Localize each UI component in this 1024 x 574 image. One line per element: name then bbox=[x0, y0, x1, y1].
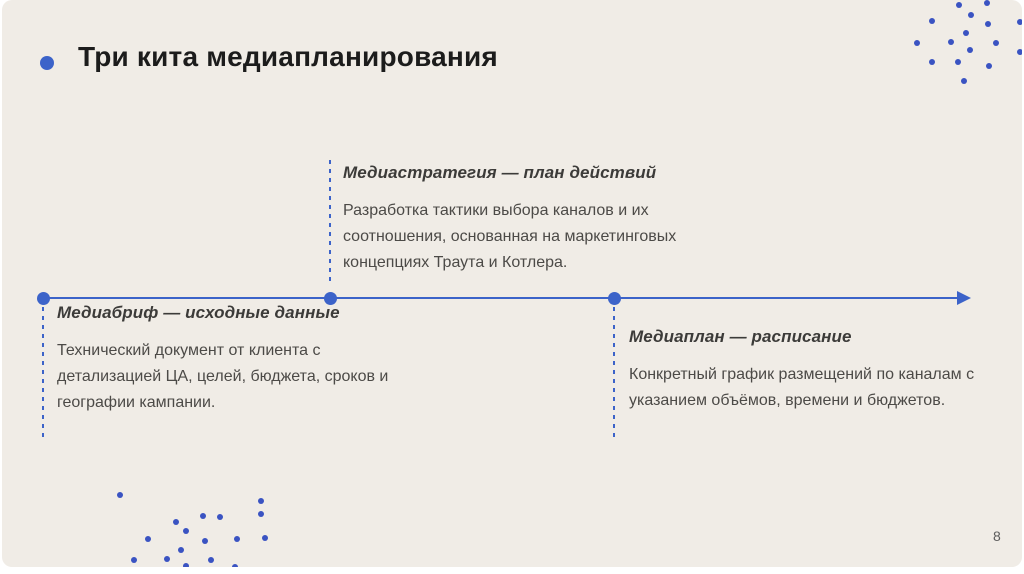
timeline-dot-mediaplan bbox=[608, 292, 621, 305]
connector-dashed-line-mediastrategy bbox=[329, 160, 331, 283]
decor-dot bbox=[967, 47, 973, 53]
decor-dot bbox=[961, 78, 967, 84]
connector-dashed-line-mediaplan bbox=[613, 307, 615, 437]
decor-dot bbox=[234, 536, 240, 542]
body-line: Конкретный график размещений по каналам … bbox=[629, 366, 975, 383]
slide-title: Три кита медиапланирования bbox=[78, 41, 498, 72]
block-body-mediastrategy: Разработка тактики выбора каналов и их с… bbox=[343, 198, 688, 276]
decor-dot bbox=[963, 30, 969, 36]
decor-dot bbox=[1017, 19, 1022, 25]
decor-dot bbox=[208, 557, 214, 563]
decor-dot bbox=[232, 564, 238, 567]
block-heading-mediastrategy: Медиастратегия — план действий bbox=[343, 163, 657, 182]
decor-dot bbox=[948, 39, 954, 45]
decor-dot bbox=[993, 40, 999, 46]
decor-dot bbox=[173, 519, 179, 525]
block-body-mediabrief: Технический документ от клиента с детали… bbox=[57, 338, 397, 416]
timeline-arrowhead-icon bbox=[957, 291, 971, 305]
decor-dot bbox=[183, 528, 189, 534]
body-line: концепциях Траута и Котлера. bbox=[343, 254, 568, 271]
title-bullet-dot-icon bbox=[40, 56, 54, 70]
decor-dot bbox=[262, 535, 268, 541]
decor-dot bbox=[131, 557, 137, 563]
decor-dot bbox=[258, 511, 264, 517]
block-body-mediaplan: Конкретный график размещений по каналам … bbox=[629, 362, 981, 414]
timeline-dot-mediastrategy bbox=[324, 292, 337, 305]
timeline-block-mediabrief: Медиабриф — исходные данные Технический … bbox=[57, 303, 397, 416]
timeline-block-mediaplan: Медиаплан — расписание Конкретный график… bbox=[629, 327, 981, 414]
decor-dot bbox=[986, 63, 992, 69]
decor-dot bbox=[929, 59, 935, 65]
connector-dashed-line-mediabrief bbox=[42, 307, 44, 437]
decor-dot bbox=[984, 0, 990, 6]
decor-dot bbox=[914, 40, 920, 46]
decor-dot bbox=[200, 513, 206, 519]
body-line: Разработка тактики выбора каналов и их bbox=[343, 202, 649, 219]
timeline-dot-mediabrief bbox=[37, 292, 50, 305]
decor-dot bbox=[258, 498, 264, 504]
decor-dot bbox=[164, 556, 170, 562]
decor-dot bbox=[183, 563, 189, 567]
decor-dot bbox=[968, 12, 974, 18]
body-line: соотношения, основанная на маркетинговых bbox=[343, 228, 677, 245]
decor-dot bbox=[117, 492, 123, 498]
decor-dot bbox=[202, 538, 208, 544]
block-heading-mediabrief: Медиабриф — исходные данные bbox=[57, 303, 340, 322]
decor-dot bbox=[955, 59, 961, 65]
body-line: детализацией ЦА, целей, бюджета, сроков … bbox=[57, 368, 389, 385]
body-line: Технический документ от клиента с bbox=[57, 342, 321, 359]
decor-dot bbox=[178, 547, 184, 553]
body-line: географии кампании. bbox=[57, 394, 216, 411]
decor-dot bbox=[217, 514, 223, 520]
body-line: указанием объёмов, времени и бюджетов. bbox=[629, 392, 946, 409]
decor-dot bbox=[929, 18, 935, 24]
timeline-block-mediastrategy: Медиастратегия — план действий Разработк… bbox=[343, 163, 688, 276]
page-number: 8 bbox=[993, 528, 1001, 544]
decor-dot bbox=[1017, 49, 1022, 55]
block-heading-mediaplan: Медиаплан — расписание bbox=[629, 327, 852, 346]
decor-dot bbox=[956, 2, 962, 8]
decor-dot bbox=[985, 21, 991, 27]
timeline-axis bbox=[43, 297, 959, 299]
decor-dot bbox=[145, 536, 151, 542]
